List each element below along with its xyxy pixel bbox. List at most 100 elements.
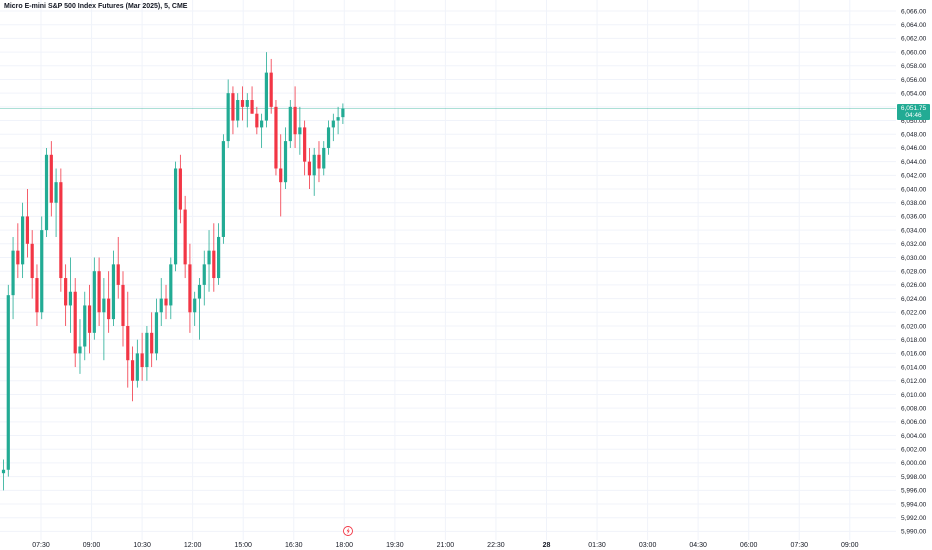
candle [322,141,326,176]
candle-body [236,100,240,121]
candle [111,250,116,326]
candle [207,230,211,292]
candle-body [255,113,259,128]
price-tick-label: 6,006.00 [901,419,927,426]
price-axis[interactable]: 6,066.00 6,064.00 6,062.00 6,060.00 6,058.00… [901,8,927,535]
chart-title: Micro E-mini S&P 500 Index Futures (Mar … [4,3,188,10]
candle-body [135,353,139,381]
price-tick-label: 6,002.00 [901,447,927,454]
candle-body [274,106,278,169]
price-tick-label: 6,050.00 [901,118,927,125]
candle-body [64,278,68,306]
candle [303,120,307,176]
candle-body [40,230,44,313]
candle [274,100,278,176]
candle [288,100,292,148]
time-tick-label: 12:00 [184,542,202,549]
candle [68,257,73,333]
candle [116,236,120,299]
price-tick-label: 6,048.00 [901,132,927,139]
candle-body [188,264,192,313]
candle-body [116,264,120,285]
candle [159,278,163,326]
candle [154,298,159,361]
candle-body [193,298,197,313]
price-tick-label: 6,000.00 [901,460,927,467]
candles [1,52,345,491]
price-tick-label: 5,990.00 [901,529,927,536]
candle [341,103,345,124]
candle-body [336,117,340,121]
price-tick-label: 6,036.00 [901,214,927,221]
candle [326,120,331,155]
candle-body [303,127,307,162]
candle [236,93,240,128]
candle-body [331,120,335,128]
candle-body [83,305,87,347]
candle [312,147,316,196]
candle [130,346,135,402]
price-tick-label: 6,026.00 [901,282,927,289]
candle-body [183,209,187,265]
candle [226,79,230,148]
candle [121,271,125,347]
candle [64,264,68,326]
price-tick-label: 5,992.00 [901,515,927,522]
candle [269,58,273,114]
candle [197,278,202,340]
candle-body [121,284,125,326]
candle [92,257,96,340]
candle-body [140,353,144,368]
candle-body [150,332,154,354]
candle-body [207,250,211,265]
price-tick-label: 6,020.00 [901,323,927,330]
candle-body [102,298,106,313]
time-axis[interactable]: 07:30 09:00 10:30 12:00 15:00 16:30 18:00 19:30… [32,542,858,549]
candle [44,147,49,237]
candle [255,106,259,135]
candle-body [154,312,159,354]
candle [164,284,168,320]
price-tick-label: 6,066.00 [901,8,927,15]
time-tick-label: 15:00 [234,542,252,549]
price-tick-label: 6,034.00 [901,227,927,234]
candle-body [226,93,230,142]
price-tick-label: 6,042.00 [901,173,927,180]
candle [73,278,77,368]
candle-body [73,291,77,354]
last-price-value: 6,051.75 [900,105,927,112]
candle [25,189,29,258]
price-tick-label: 6,040.00 [901,186,927,193]
lightning-icon[interactable] [343,526,353,536]
candle-body [30,243,34,279]
candle [140,332,144,381]
price-tick-label: 6,014.00 [901,364,927,371]
price-tick-label: 6,024.00 [901,296,927,303]
candle [217,223,221,285]
price-tick-label: 6,004.00 [901,433,927,440]
price-tick-label: 6,016.00 [901,351,927,358]
candle [240,86,245,121]
time-tick-label: 01:30 [588,542,606,549]
candle [49,141,53,217]
price-tick-label: 6,012.00 [901,378,927,385]
price-tick-label: 6,044.00 [901,159,927,166]
candle [102,278,106,361]
candle [183,195,187,279]
candle [293,86,297,148]
price-tick-label: 6,046.00 [901,145,927,152]
candle-body [250,100,254,114]
candle [87,284,92,354]
price-tick-label: 6,022.00 [901,310,927,317]
candle-body [298,127,302,135]
candle-body [111,264,116,320]
candle [260,113,264,148]
candle-body [21,216,25,265]
candle [250,86,254,114]
candle [336,106,340,135]
candle [6,284,10,477]
candle [178,154,182,224]
candle-body [44,154,49,231]
candle-body [49,154,53,203]
